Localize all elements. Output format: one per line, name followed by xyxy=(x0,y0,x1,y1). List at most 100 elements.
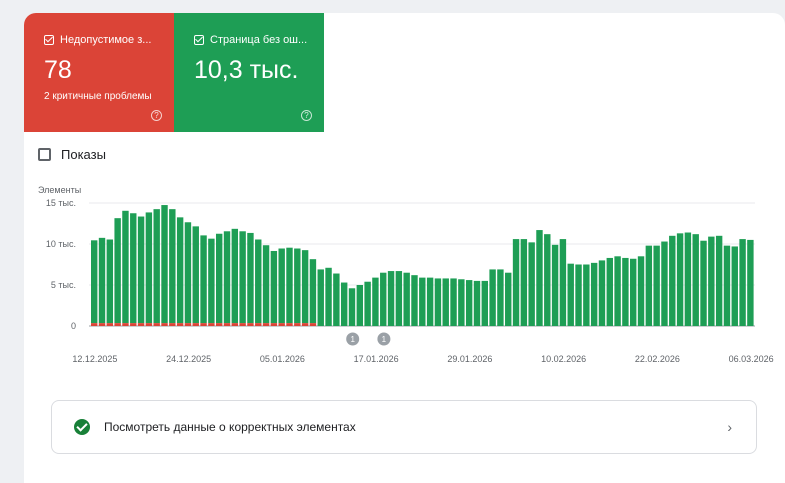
bar-valid xyxy=(700,240,707,326)
bar-invalid xyxy=(262,323,270,326)
bar-valid xyxy=(231,228,239,324)
bar-valid xyxy=(223,231,231,324)
bar-valid xyxy=(426,277,434,326)
bar-valid xyxy=(465,280,473,326)
report-card: Недопустимое з... 78 2 критичные проблем… xyxy=(24,13,785,483)
bar-valid xyxy=(262,245,270,324)
help-icon[interactable]: ? xyxy=(301,110,312,121)
y-tick-label: 5 тыс. xyxy=(51,280,76,290)
bar-valid xyxy=(98,237,106,324)
bar-valid xyxy=(114,218,121,324)
bar-invalid xyxy=(309,323,317,326)
bar-valid xyxy=(294,248,301,324)
annotation-circle xyxy=(377,332,391,346)
bar-valid xyxy=(590,262,598,326)
bar-valid xyxy=(708,236,715,326)
bar-valid xyxy=(669,235,676,326)
bar-invalid xyxy=(255,323,262,326)
bar-valid xyxy=(575,264,582,326)
invalid-items-label: Недопустимое з... xyxy=(60,34,152,46)
invalid-items-tile[interactable]: Недопустимое з... 78 2 критичные проблем… xyxy=(24,13,174,132)
bar-valid xyxy=(395,271,403,326)
x-tick-label: 05.01.2026 xyxy=(260,354,305,364)
bar-valid xyxy=(192,226,199,324)
checkbox-checked-icon[interactable] xyxy=(194,35,204,45)
bar-valid xyxy=(559,239,567,326)
bar-valid xyxy=(520,239,528,326)
bar-invalid xyxy=(137,323,145,326)
bar-valid xyxy=(161,205,168,324)
valid-items-header: Страница без ош... xyxy=(194,33,324,47)
y-tick-label: 15 тыс. xyxy=(46,198,76,208)
bar-valid xyxy=(403,272,410,326)
bar-invalid xyxy=(286,323,293,326)
bar-valid xyxy=(528,242,535,326)
bar-valid xyxy=(450,278,457,326)
bar-valid xyxy=(387,271,395,326)
impressions-label: Показы xyxy=(61,147,106,162)
bar-valid xyxy=(645,245,653,326)
bar-invalid xyxy=(130,323,137,326)
bar-valid xyxy=(481,280,488,326)
help-icon[interactable]: ? xyxy=(151,110,162,121)
bar-invalid xyxy=(169,323,176,326)
valid-items-count: 10,3 тыс. xyxy=(194,56,299,84)
bar-valid xyxy=(747,239,754,326)
check-circle-icon xyxy=(74,419,90,435)
y-tick-label: 10 тыс. xyxy=(46,239,76,249)
bar-valid xyxy=(715,235,723,326)
bar-invalid xyxy=(122,323,129,326)
bar-valid xyxy=(630,258,637,326)
bar-invalid xyxy=(239,323,246,326)
bar-invalid xyxy=(247,323,254,326)
bar-invalid xyxy=(161,323,168,326)
bar-invalid xyxy=(153,323,160,326)
annotation-marker: 1 xyxy=(377,332,391,346)
annotation-label: 1 xyxy=(382,335,387,344)
view-valid-items-button[interactable]: Посмотреть данные о корректных элементах… xyxy=(51,400,757,454)
bar-valid xyxy=(380,272,387,326)
bar-valid xyxy=(512,239,520,326)
bar-invalid xyxy=(176,323,184,326)
bar-valid xyxy=(137,216,145,324)
bar-valid xyxy=(372,277,379,326)
valid-items-tile[interactable]: Страница без ош... 10,3 тыс. ? xyxy=(174,13,324,132)
bar-valid xyxy=(184,222,192,324)
bar-valid xyxy=(122,210,129,324)
bar-valid xyxy=(731,246,738,326)
bar-valid xyxy=(473,280,481,326)
x-tick-label: 10.02.2026 xyxy=(541,354,586,364)
bar-valid xyxy=(614,256,621,326)
bar-valid xyxy=(176,217,184,324)
checkbox-unchecked-icon[interactable] xyxy=(38,148,51,161)
bar-valid xyxy=(340,282,348,326)
bar-valid xyxy=(325,267,332,326)
view-valid-items-label: Посмотреть данные о корректных элементах xyxy=(104,420,356,434)
bar-invalid xyxy=(278,323,285,326)
bar-valid xyxy=(489,269,496,326)
valid-items-label: Страница без ош... xyxy=(210,34,308,46)
annotation-marker: 1 xyxy=(346,332,360,346)
bar-valid xyxy=(270,250,278,324)
bar-invalid xyxy=(98,323,106,326)
bar-invalid xyxy=(231,323,239,326)
bar-valid xyxy=(661,241,668,326)
x-tick-label: 06.03.2026 xyxy=(729,354,774,364)
y-axis-title: Элементы xyxy=(38,185,81,195)
bar-valid xyxy=(458,279,465,326)
bar-valid xyxy=(130,213,137,324)
bar-valid xyxy=(145,212,153,324)
bar-invalid xyxy=(106,323,114,326)
checkbox-checked-icon[interactable] xyxy=(44,35,54,45)
bar-invalid xyxy=(145,323,153,326)
x-tick-label: 24.12.2025 xyxy=(166,354,211,364)
impressions-toggle[interactable]: Показы xyxy=(38,147,106,162)
bar-valid xyxy=(567,263,574,326)
bar-valid xyxy=(278,248,285,324)
x-tick-label: 12.12.2025 xyxy=(72,354,117,364)
bar-valid xyxy=(497,269,504,326)
items-bar-chart: Элементы 15 тыс. 10 тыс. 5 тыс. 0 12.12.202… xyxy=(38,185,774,364)
bar-valid xyxy=(622,257,629,326)
bar-valid xyxy=(364,281,371,326)
bar-invalid xyxy=(114,323,121,326)
